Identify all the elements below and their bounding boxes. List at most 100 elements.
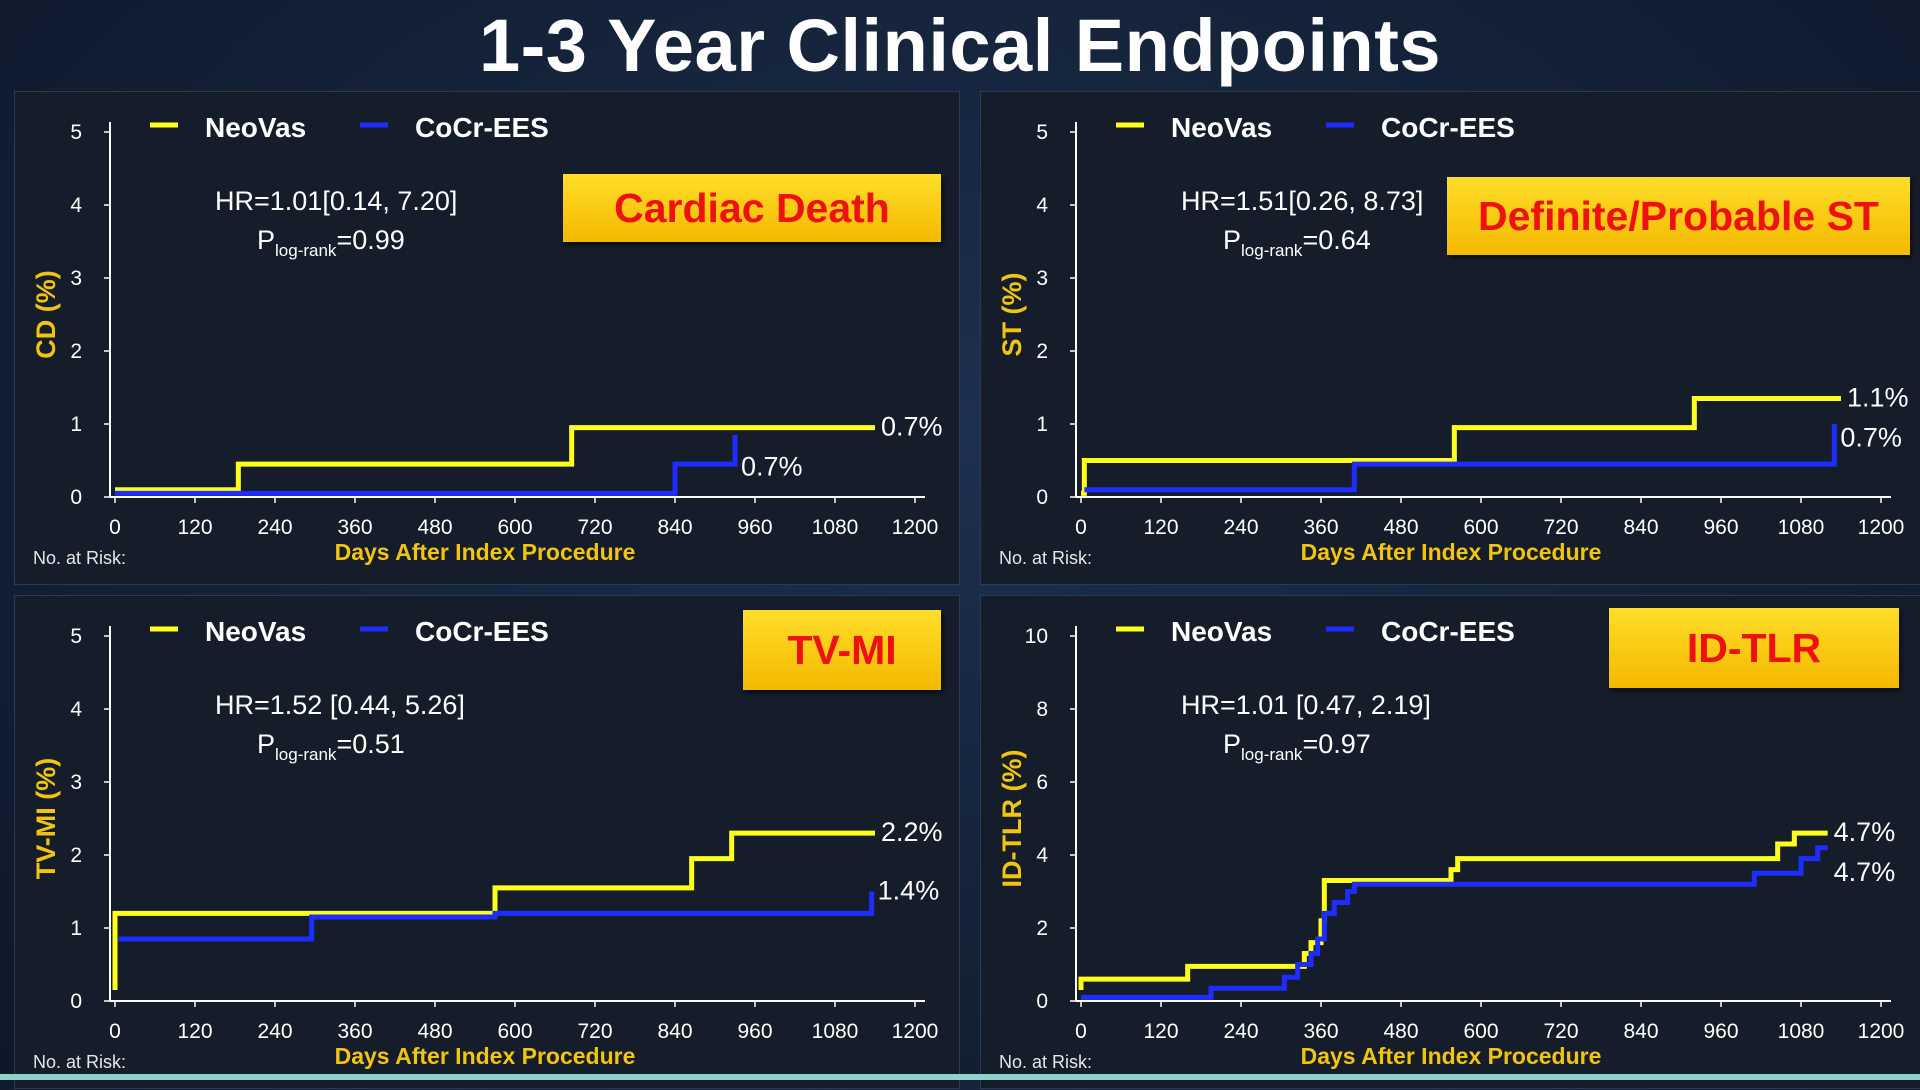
x-tick-label: 720 [577, 516, 612, 539]
end-value-label: 0.7% [741, 452, 803, 482]
x-tick-label: 240 [257, 1020, 292, 1043]
cocr-ees-curve [118, 891, 875, 942]
y-tick-label: 5 [70, 121, 82, 144]
x-tick-label: 480 [1383, 516, 1418, 539]
x-tick-label: 600 [497, 1020, 532, 1043]
x-tick-label: 360 [337, 1020, 372, 1043]
legend-label: CoCr-EES [1381, 616, 1515, 647]
x-tick-label: 840 [1623, 1020, 1658, 1043]
y-tick-label: 1 [70, 917, 82, 940]
y-tick-label: 4 [70, 698, 82, 721]
x-tick-label: 1200 [892, 1020, 939, 1043]
x-tick-label: 600 [1463, 1020, 1498, 1043]
end-value-label: 4.7% [1834, 817, 1896, 847]
y-tick-label: 3 [70, 267, 82, 290]
y-tick-label: 4 [1036, 194, 1048, 217]
hazard-ratio-text: HR=1.52 [0.44, 5.26] [215, 690, 465, 720]
y-tick-label: 4 [70, 194, 82, 217]
end-value-label: 4.7% [1834, 857, 1896, 887]
cardiac-death-panel: 0 120 240 360 480 600 720 840 960 1080 1200 0 1 2 3 4 5 C… [14, 91, 960, 585]
y-tick-label: 2 [70, 340, 82, 363]
hazard-ratio-text: HR=1.01[0.14, 7.20] [215, 186, 457, 216]
no-at-risk-label: No. at Risk: [999, 548, 1092, 568]
x-tick-label: 120 [1143, 516, 1178, 539]
x-tick-label: 960 [1703, 1020, 1738, 1043]
x-tick-label: 840 [657, 1020, 692, 1043]
y-tick-label: 3 [1036, 267, 1048, 290]
id-tlr-panel: 0 120 240 360 480 600 720 840 960 1080 1200 0 2 4 6 8 10… [980, 595, 1920, 1089]
legend-label: CoCr-EES [1381, 112, 1515, 143]
x-tick-label: 120 [177, 1020, 212, 1043]
x-tick-label: 240 [1223, 1020, 1258, 1043]
x-tick-label: 0 [1075, 1020, 1087, 1043]
legend-label: NeoVas [205, 112, 306, 143]
x-tick-label: 720 [1543, 516, 1578, 539]
y-tick-label: 2 [1036, 340, 1048, 363]
x-tick-label: 480 [417, 516, 452, 539]
p-value-text: Plog-rank=0.51 [257, 729, 405, 764]
legend-label: CoCr-EES [415, 112, 549, 143]
y-tick-label: 5 [1036, 121, 1048, 144]
st-chart: 0 120 240 360 480 600 720 840 960 1080 1200 0 1 2 3 4 5 S… [997, 112, 1909, 568]
y-tick-label: 8 [1036, 698, 1048, 721]
y-tick-label: 2 [1036, 917, 1048, 940]
end-value-label: 0.7% [881, 412, 943, 442]
x-tick-label: 960 [737, 1020, 772, 1043]
y-axis-label: ID-TLR (%) [997, 750, 1027, 888]
legend-label: NeoVas [1171, 616, 1272, 647]
x-tick-label: 120 [177, 516, 212, 539]
end-value-label: 1.4% [878, 876, 940, 906]
y-axis-label: CD (%) [31, 270, 61, 359]
y-tick-label: 10 [1025, 625, 1048, 648]
neovas-curve [1081, 395, 1841, 496]
cocr-ees-curve [1081, 845, 1828, 1000]
x-tick-label: 480 [417, 1020, 452, 1043]
x-tick-label: 600 [497, 516, 532, 539]
y-axis-label: TV-MI (%) [31, 758, 61, 880]
tv-mi-chart: 0 120 240 360 480 600 720 840 960 1080 1200 0 1 2 3 4 5 T… [31, 616, 943, 1072]
end-value-label: 1.1% [1847, 382, 1909, 412]
x-tick-label: 1200 [1858, 1020, 1905, 1043]
y-tick-label: 4 [1036, 844, 1048, 867]
id-tlr-chart: 0 120 240 360 480 600 720 840 960 1080 1200 0 2 4 6 8 10… [997, 616, 1905, 1072]
cocr-ees-curve [115, 434, 738, 496]
p-value-text: Plog-rank=0.99 [257, 225, 405, 260]
x-axis-label: Days After Index Procedure [335, 1043, 636, 1069]
y-tick-label: 5 [70, 625, 82, 648]
legend-label: CoCr-EES [415, 616, 549, 647]
x-tick-label: 840 [657, 516, 692, 539]
neovas-curve [112, 830, 875, 991]
y-axis-label: ST (%) [997, 273, 1027, 357]
y-tick-label: 0 [1036, 990, 1048, 1013]
x-tick-label: 960 [737, 516, 772, 539]
no-at-risk-label: No. at Risk: [999, 1052, 1092, 1072]
y-tick-label: 6 [1036, 771, 1048, 794]
x-tick-label: 840 [1623, 516, 1658, 539]
end-value-label: 2.2% [881, 817, 943, 847]
x-tick-label: 120 [1143, 1020, 1178, 1043]
cocr-ees-curve [1084, 424, 1837, 493]
x-tick-label: 1080 [812, 516, 859, 539]
x-tick-label: 960 [1703, 516, 1738, 539]
x-tick-label: 480 [1383, 1020, 1418, 1043]
bottom-strip [0, 1074, 1920, 1080]
hazard-ratio-text: HR=1.51[0.26, 8.73] [1181, 186, 1423, 216]
x-tick-label: 720 [577, 1020, 612, 1043]
y-tick-label: 0 [70, 486, 82, 509]
st-panel: 0 120 240 360 480 600 720 840 960 1080 1200 0 1 2 3 4 5 S… [980, 91, 1920, 585]
x-tick-label: 1080 [1778, 1020, 1825, 1043]
x-tick-label: 360 [337, 516, 372, 539]
st-badge: Definite/Probable ST [1447, 177, 1910, 255]
hazard-ratio-text: HR=1.01 [0.47, 2.19] [1181, 690, 1431, 720]
cardiac-death-badge: Cardiac Death [563, 174, 941, 242]
x-tick-label: 240 [257, 516, 292, 539]
x-tick-label: 360 [1303, 516, 1338, 539]
no-at-risk-label: No. at Risk: [33, 548, 126, 568]
legend-label: NeoVas [205, 616, 306, 647]
x-axis-label: Days After Index Procedure [1301, 1043, 1602, 1069]
x-tick-label: 1080 [1778, 516, 1825, 539]
y-tick-label: 3 [70, 771, 82, 794]
legend-label: NeoVas [1171, 112, 1272, 143]
y-tick-label: 1 [70, 413, 82, 436]
x-axis-label: Days After Index Procedure [335, 539, 636, 565]
